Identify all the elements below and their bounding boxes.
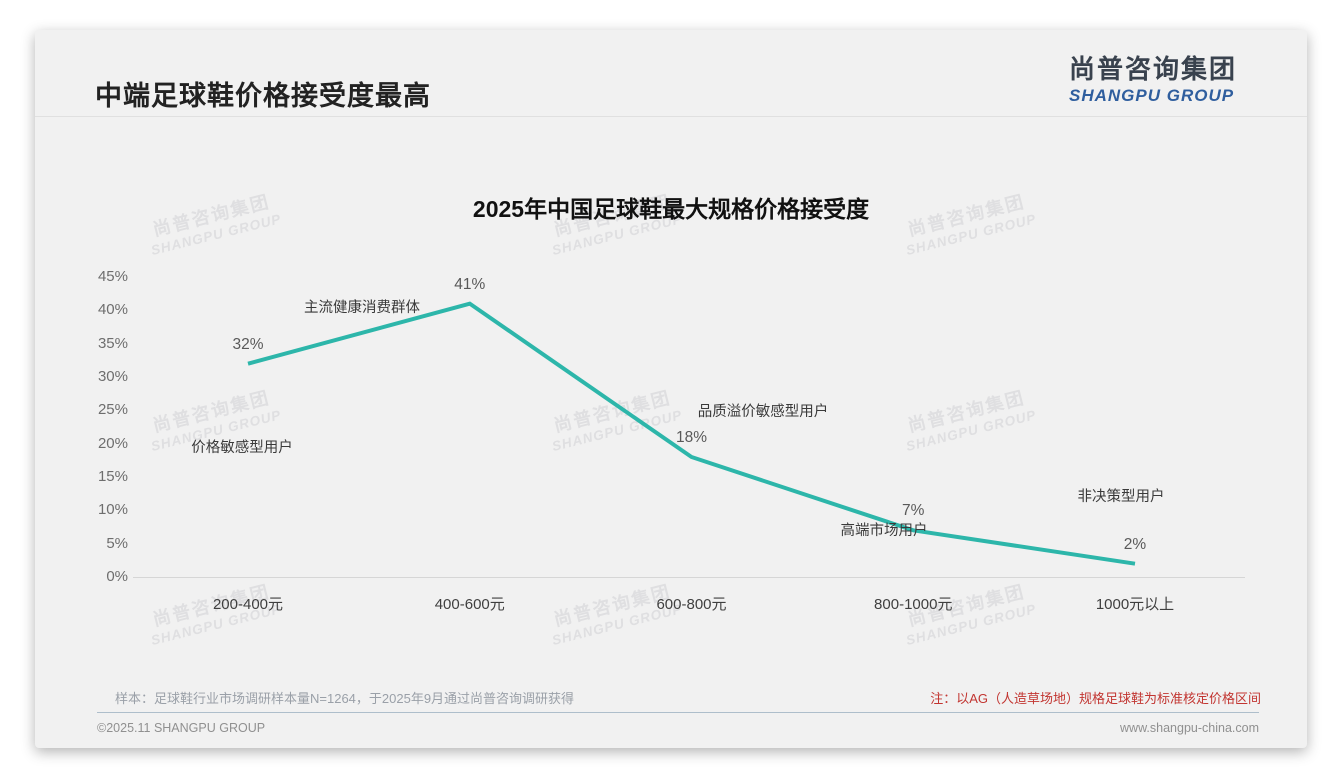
data-point-label: 7% (902, 502, 925, 520)
chart-canvas: 尚普咨询集团 SHANGPU GROUP 尚普咨询集团 SHANGPU GROUP 尚普… (35, 30, 1307, 748)
data-point-label: 41% (454, 275, 486, 293)
annotation-label: 主流健康消费群体 (304, 300, 420, 316)
logo-english-name: SHANGPU GROUP (1068, 86, 1235, 105)
method-note: 注：以AG（人造草场地）规格足球鞋为标准核定价格区间 (930, 691, 1261, 706)
x-axis-line (133, 577, 1245, 578)
annotation-label: 高端市场用户 (840, 523, 928, 539)
company-logo: 尚普咨询集团 SHANGPU GROUP (1069, 56, 1237, 104)
annotation-label: 品质溢价敏感型用户 (697, 404, 829, 420)
page-title: 中端足球鞋价格接受度最高 (95, 81, 431, 111)
y-tick-label: 30% (97, 368, 128, 385)
y-tick-label: 40% (97, 301, 128, 319)
footer-copyright: ©2025.11 SHANGPU GROUP (97, 721, 266, 735)
slide-header: 中端足球鞋价格接受度最高 尚普咨询集团 SHANGPU GROUP (35, 30, 1307, 117)
footer-divider (97, 712, 1259, 713)
sample-note: 样本：足球鞋行业市场调研样本量N=1264，于2025年9月通过尚普咨询调研获得 (115, 691, 575, 706)
slide-card: 尚普咨询集团 SHANGPU GROUP 尚普咨询集团 SHANGPU GROUP 尚普… (35, 30, 1307, 748)
y-tick-label: 15% (97, 468, 128, 485)
annotation-label: 非决策型用户 (1077, 489, 1165, 505)
chart-title: 2025年中国足球鞋最大规格价格接受度 (472, 196, 870, 222)
x-tick-label: 400-600元 (434, 596, 505, 613)
y-tick-label: 20% (97, 434, 128, 452)
y-tick-label: 10% (97, 501, 128, 519)
logo-chinese-name: 尚普咨询集团 (1068, 54, 1237, 84)
data-point-label: 2% (1123, 535, 1147, 553)
y-tick-label: 35% (97, 334, 128, 352)
data-point-label: 18% (675, 429, 708, 446)
annotation-label: 价格敏感型用户 (191, 440, 293, 456)
data-point-label: 32% (232, 335, 264, 353)
line-series-path (247, 301, 1136, 566)
x-tick-label: 600-800元 (656, 596, 727, 613)
y-tick-label: 25% (97, 401, 128, 419)
footer-website: www.shangpu-china.com (1120, 721, 1259, 735)
y-tick-label: 0% (106, 568, 128, 585)
x-tick-label: 200-400元 (212, 596, 284, 613)
y-tick-label: 5% (106, 534, 128, 552)
y-tick-label: 45% (97, 268, 128, 285)
acceptance-line-series (247, 301, 1136, 566)
x-tick-label: 800-1000元 (874, 596, 953, 613)
x-tick-label: 1000元以上 (1095, 596, 1175, 613)
